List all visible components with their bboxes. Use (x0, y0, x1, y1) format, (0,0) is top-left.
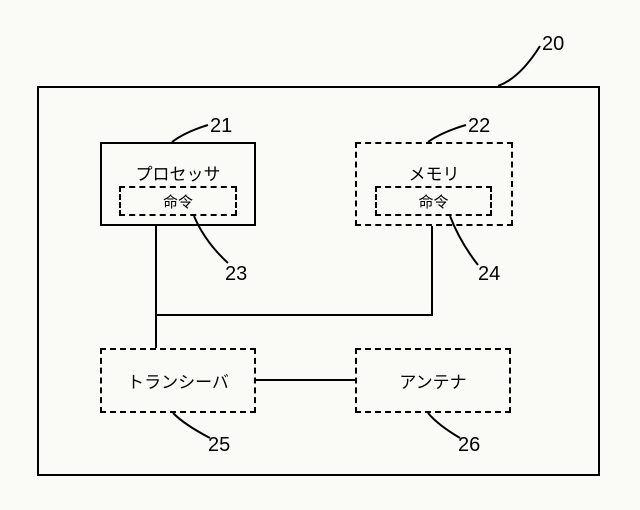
transceiver-label: トランシーバ (127, 368, 229, 393)
ref-24: 24 (478, 263, 500, 286)
ref-26: 26 (458, 434, 480, 457)
processor-instruction-label: 命令 (163, 191, 193, 212)
ref-21: 21 (210, 115, 232, 138)
memory-instruction-label: 命令 (418, 191, 448, 212)
memory-instruction-block: 命令 (375, 186, 492, 216)
diagram-canvas: プロセッサ 命令 メモリ 命令 トランシーバ アンテナ 20 21 22 23 … (0, 0, 640, 510)
ref-20: 20 (542, 33, 564, 56)
ref-22: 22 (468, 115, 490, 138)
ref-23: 23 (225, 263, 247, 286)
transceiver-block: トランシーバ (100, 348, 256, 413)
processor-instruction-block: 命令 (119, 186, 237, 216)
antenna-label: アンテナ (399, 368, 466, 393)
antenna-block: アンテナ (355, 348, 511, 413)
processor-label: プロセッサ (136, 160, 221, 185)
ref-25: 25 (208, 434, 230, 457)
memory-label: メモリ (409, 160, 460, 185)
